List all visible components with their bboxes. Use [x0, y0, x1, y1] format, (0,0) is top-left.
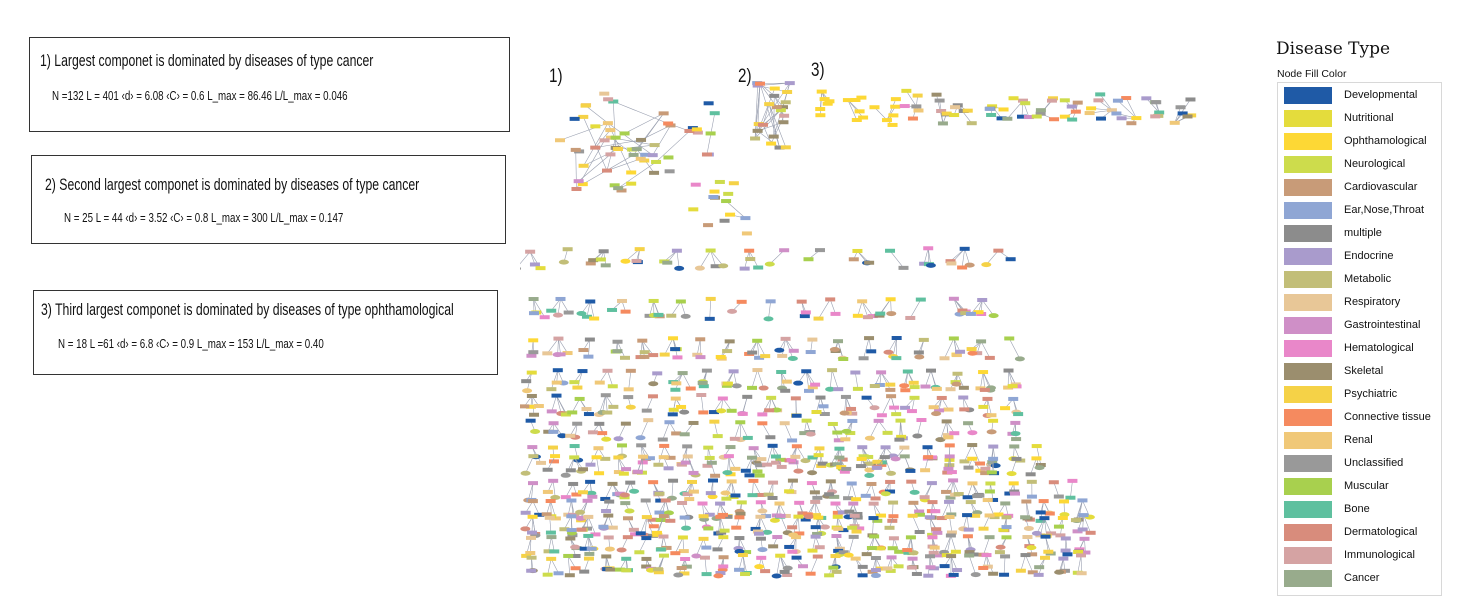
legend-item: Bone	[1284, 501, 1440, 519]
legend-swatch	[1284, 110, 1332, 127]
legend-label: Ear,Nose,Throat	[1344, 204, 1425, 216]
legend-item: Cardiovascular	[1284, 179, 1440, 197]
legend-label: Nutritional	[1344, 112, 1394, 124]
legend-item: Connective tissue	[1284, 409, 1440, 427]
legend-item: Skeletal	[1284, 363, 1440, 381]
legend-label: Renal	[1344, 434, 1373, 446]
component-3-title: 3) Third largest componet is dominated b…	[41, 300, 454, 319]
legend-label: Ophthamological	[1344, 135, 1427, 147]
legend-item: Ear,Nose,Throat	[1284, 202, 1440, 220]
legend-swatch	[1284, 294, 1332, 311]
legend-label: Bone	[1344, 503, 1370, 515]
network-label-1: 1)	[549, 66, 563, 87]
legend-swatch	[1284, 156, 1332, 173]
legend-label: Respiratory	[1344, 296, 1401, 308]
legend-item: Respiratory	[1284, 294, 1440, 312]
component-1-stats: N =132 L = 401 ‹d› = 6.08 ‹C› = 0.6 L_ma…	[52, 89, 348, 103]
component-1-box: 1) Largest componet is dominated by dise…	[29, 37, 510, 132]
legend-swatch	[1284, 133, 1332, 150]
legend-swatch	[1284, 478, 1332, 495]
legend-item: Dermatological	[1284, 524, 1440, 542]
legend-swatch	[1284, 363, 1332, 380]
network-label-2: 2)	[738, 66, 752, 87]
legend-label: multiple	[1344, 227, 1382, 239]
legend-item: Immunological	[1284, 547, 1440, 565]
legend-item: Unclassified	[1284, 455, 1440, 473]
legend-label: Connective tissue	[1344, 411, 1431, 423]
legend-label: Gastrointestinal	[1344, 319, 1421, 331]
legend-swatch	[1284, 202, 1332, 219]
legend-label: Psychiatric	[1344, 388, 1398, 400]
network-nodes-and-edges	[520, 81, 1197, 579]
component-2-stats: N = 25 L = 44 ‹d› = 3.52 ‹C› = 0.8 L_max…	[64, 211, 344, 225]
legend-swatch	[1284, 432, 1332, 449]
legend-swatch	[1284, 409, 1332, 426]
legend-label: Neurological	[1344, 158, 1406, 170]
component-3-box: 3) Third largest componet is dominated b…	[33, 290, 498, 375]
legend-swatch	[1284, 87, 1332, 104]
legend-item: Muscular	[1284, 478, 1440, 496]
legend-swatch	[1284, 271, 1332, 288]
legend-item: Hematological	[1284, 340, 1440, 358]
legend-item: Ophthamological	[1284, 133, 1440, 151]
component-2-title: 2) Second largest componet is dominated …	[45, 175, 420, 194]
legend-label: Endocrine	[1344, 250, 1394, 262]
legend-label: Cancer	[1344, 572, 1380, 584]
legend-subtitle: Node Fill Color	[1277, 68, 1347, 80]
legend-label: Unclassified	[1344, 457, 1404, 469]
legend-item: Metabolic	[1284, 271, 1440, 289]
legend-swatch	[1284, 248, 1332, 265]
legend-label: Skeletal	[1344, 365, 1384, 377]
legend-item: Nutritional	[1284, 110, 1440, 128]
legend-label: Hematological	[1344, 342, 1414, 354]
legend-title: Disease Type	[1276, 39, 1391, 59]
legend-swatch	[1284, 455, 1332, 472]
legend-swatch	[1284, 225, 1332, 242]
legend-item: Renal	[1284, 432, 1440, 450]
legend-item: Developmental	[1284, 87, 1440, 105]
legend-swatch	[1284, 340, 1332, 357]
component-3-stats: N = 18 L =61 ‹d› = 6.8 ‹C› = 0.9 L_max =…	[58, 337, 324, 351]
legend: Developmental Nutritional Ophthamological N…	[1277, 82, 1442, 596]
legend-label: Immunological	[1344, 549, 1415, 561]
legend-item: multiple	[1284, 225, 1440, 243]
legend-swatch	[1284, 501, 1332, 518]
legend-item: Gastrointestinal	[1284, 317, 1440, 335]
legend-swatch	[1284, 524, 1332, 541]
legend-label: Dermatological	[1344, 526, 1418, 538]
network-label-3: 3)	[811, 60, 825, 81]
legend-item: Neurological	[1284, 156, 1440, 174]
legend-label: Cardiovascular	[1344, 181, 1418, 193]
legend-swatch	[1284, 547, 1332, 564]
component-2-box: 2) Second largest componet is dominated …	[31, 155, 506, 244]
legend-swatch	[1284, 179, 1332, 196]
legend-item: Psychiatric	[1284, 386, 1440, 404]
legend-item: Cancer	[1284, 570, 1440, 588]
legend-label: Muscular	[1344, 480, 1389, 492]
legend-label: Developmental	[1344, 89, 1418, 101]
legend-swatch	[1284, 570, 1332, 587]
legend-swatch	[1284, 317, 1332, 334]
legend-item: Endocrine	[1284, 248, 1440, 266]
legend-label: Metabolic	[1344, 273, 1392, 285]
component-1-title: 1) Largest componet is dominated by dise…	[40, 51, 374, 70]
disease-network-graph	[520, 81, 1197, 579]
legend-swatch	[1284, 386, 1332, 403]
